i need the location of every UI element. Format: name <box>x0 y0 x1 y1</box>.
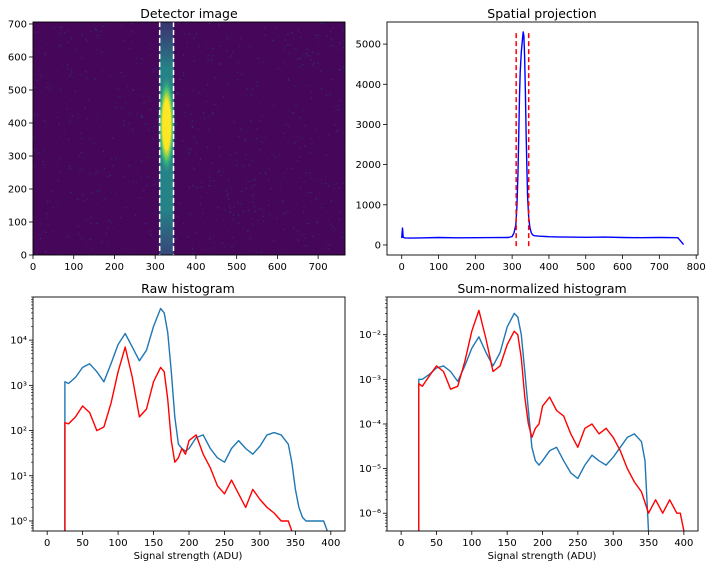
raw-histogram-title: Raw histogram <box>141 281 235 296</box>
detector-spot <box>157 71 176 178</box>
detector-ytick-label: 400 <box>8 118 27 129</box>
normalized-histogram-ytick-label: 10⁻⁴ <box>359 419 381 430</box>
projection-line <box>401 31 685 246</box>
raw-histogram-xtick-label: 200 <box>179 538 198 549</box>
detector-xtick-label: 200 <box>105 262 124 273</box>
detector-xtick-label: 0 <box>30 262 36 273</box>
raw-histogram-ytick-label: 10¹ <box>10 471 27 482</box>
raw-histogram-frame <box>32 296 346 532</box>
detector-xtick-label: 500 <box>227 262 246 273</box>
raw-histogram-panel: Raw histogram 0 50 100 150 200 250 300 350 400 10… <box>10 281 346 562</box>
detector-xtick-label: 400 <box>186 262 205 273</box>
detector-ytick-label: 700 <box>8 19 27 30</box>
projection-xtick-label: 700 <box>650 262 669 273</box>
raw-histogram-xtick-label: 150 <box>144 538 163 549</box>
normalized-histogram-xtick-label: 100 <box>462 538 481 549</box>
raw-histogram-ytick-label: 10² <box>10 426 27 437</box>
spatial-projection-title: Spatial projection <box>487 6 596 21</box>
normalized-histogram-xlabel: Signal strength (ADU) <box>488 551 597 562</box>
normalized-histogram-ytick-label: 10⁻⁶ <box>359 509 381 520</box>
raw-histogram-xtick-label: 100 <box>109 538 128 549</box>
detector-xtick-label: 300 <box>146 262 165 273</box>
normalized-histogram-panel: Sum-normalized histogram 0 50 100 150 200 250… <box>359 281 699 562</box>
detector-ytick-label: 0 <box>21 251 27 262</box>
normalized-histogram-xtick-label: 0 <box>398 538 404 549</box>
raw-histogram-xtick-label: 300 <box>250 538 269 549</box>
normalized-histogram-xtick-label: 300 <box>604 538 623 549</box>
normalized-histogram-ytick-label: 10⁻³ <box>359 375 381 386</box>
raw-histogram-blue-line <box>64 307 328 531</box>
normalized-histogram-xtick-label: 400 <box>674 538 693 549</box>
normalized-histogram-xtick-label: 350 <box>639 538 658 549</box>
raw-histogram-xtick-label: 350 <box>286 538 305 549</box>
raw-histogram-ytick-label: 10⁴ <box>10 336 27 347</box>
detector-xtick-label: 100 <box>64 262 83 273</box>
detector-noise <box>33 22 345 255</box>
spatial-projection-panel: Spatial projection 0 100 200 300 400 500 600 70… <box>356 6 706 273</box>
normalized-histogram-xtick-label: 200 <box>533 538 552 549</box>
projection-frame <box>386 21 699 256</box>
projection-xtick-label: 200 <box>466 262 485 273</box>
detector-frame <box>32 21 346 256</box>
projection-xtick-label: 600 <box>613 262 632 273</box>
detector-ytick-label: 100 <box>8 217 27 228</box>
projection-xtick-label: 300 <box>503 262 522 273</box>
normalized-histogram-xtick-label: 250 <box>568 538 587 549</box>
projection-ytick-label: 4000 <box>356 80 381 91</box>
detector-image-title: Detector image <box>140 6 238 21</box>
projection-xtick-label: 500 <box>576 262 595 273</box>
detector-background <box>33 22 345 255</box>
raw-histogram-xtick-label: 0 <box>44 538 50 549</box>
projection-xtick-label: 400 <box>539 262 558 273</box>
detector-ytick-label: 600 <box>8 52 27 63</box>
normalized-histogram-title: Sum-normalized histogram <box>457 281 626 296</box>
normalized-histogram-ytick-label: 10⁻² <box>359 330 381 341</box>
normalized-histogram-frame <box>386 296 699 532</box>
raw-histogram-xlabel: Signal strength (ADU) <box>134 551 243 562</box>
detector-ytick-label: 200 <box>8 184 27 195</box>
projection-xtick-label: 0 <box>399 262 405 273</box>
detector-image-panel: Detector image 0 100 200 300 400 500 600 700 0 10… <box>8 6 346 273</box>
detector-ytick-label: 300 <box>8 151 27 162</box>
detector-xtick-label: 600 <box>268 262 287 273</box>
raw-histogram-ytick-label: 10⁰ <box>10 516 27 527</box>
raw-histogram-xtick-label: 50 <box>76 538 89 549</box>
normalized-histogram-blue-line <box>418 312 650 531</box>
raw-histogram-xtick-label: 250 <box>215 538 234 549</box>
raw-histogram-ytick-label: 10³ <box>10 381 27 392</box>
normalized-histogram-xtick-label: 150 <box>498 538 517 549</box>
projection-xtick-label: 800 <box>687 262 706 273</box>
projection-xtick-label: 100 <box>429 262 448 273</box>
normalized-histogram-xtick-label: 50 <box>430 538 443 549</box>
projection-ytick-label: 2000 <box>356 160 381 171</box>
detector-ytick-label: 500 <box>8 85 27 96</box>
projection-ytick-label: 1000 <box>356 200 381 211</box>
normalized-histogram-red-line <box>418 309 685 531</box>
projection-ytick-label: 5000 <box>356 40 381 51</box>
projection-ytick-label: 3000 <box>356 120 381 131</box>
raw-histogram-xtick-label: 400 <box>321 538 340 549</box>
projection-ytick-label: 0 <box>375 240 381 251</box>
detector-xtick-label: 700 <box>309 262 328 273</box>
raw-histogram-red-line <box>64 346 293 531</box>
normalized-histogram-ytick-label: 10⁻⁵ <box>359 464 381 475</box>
